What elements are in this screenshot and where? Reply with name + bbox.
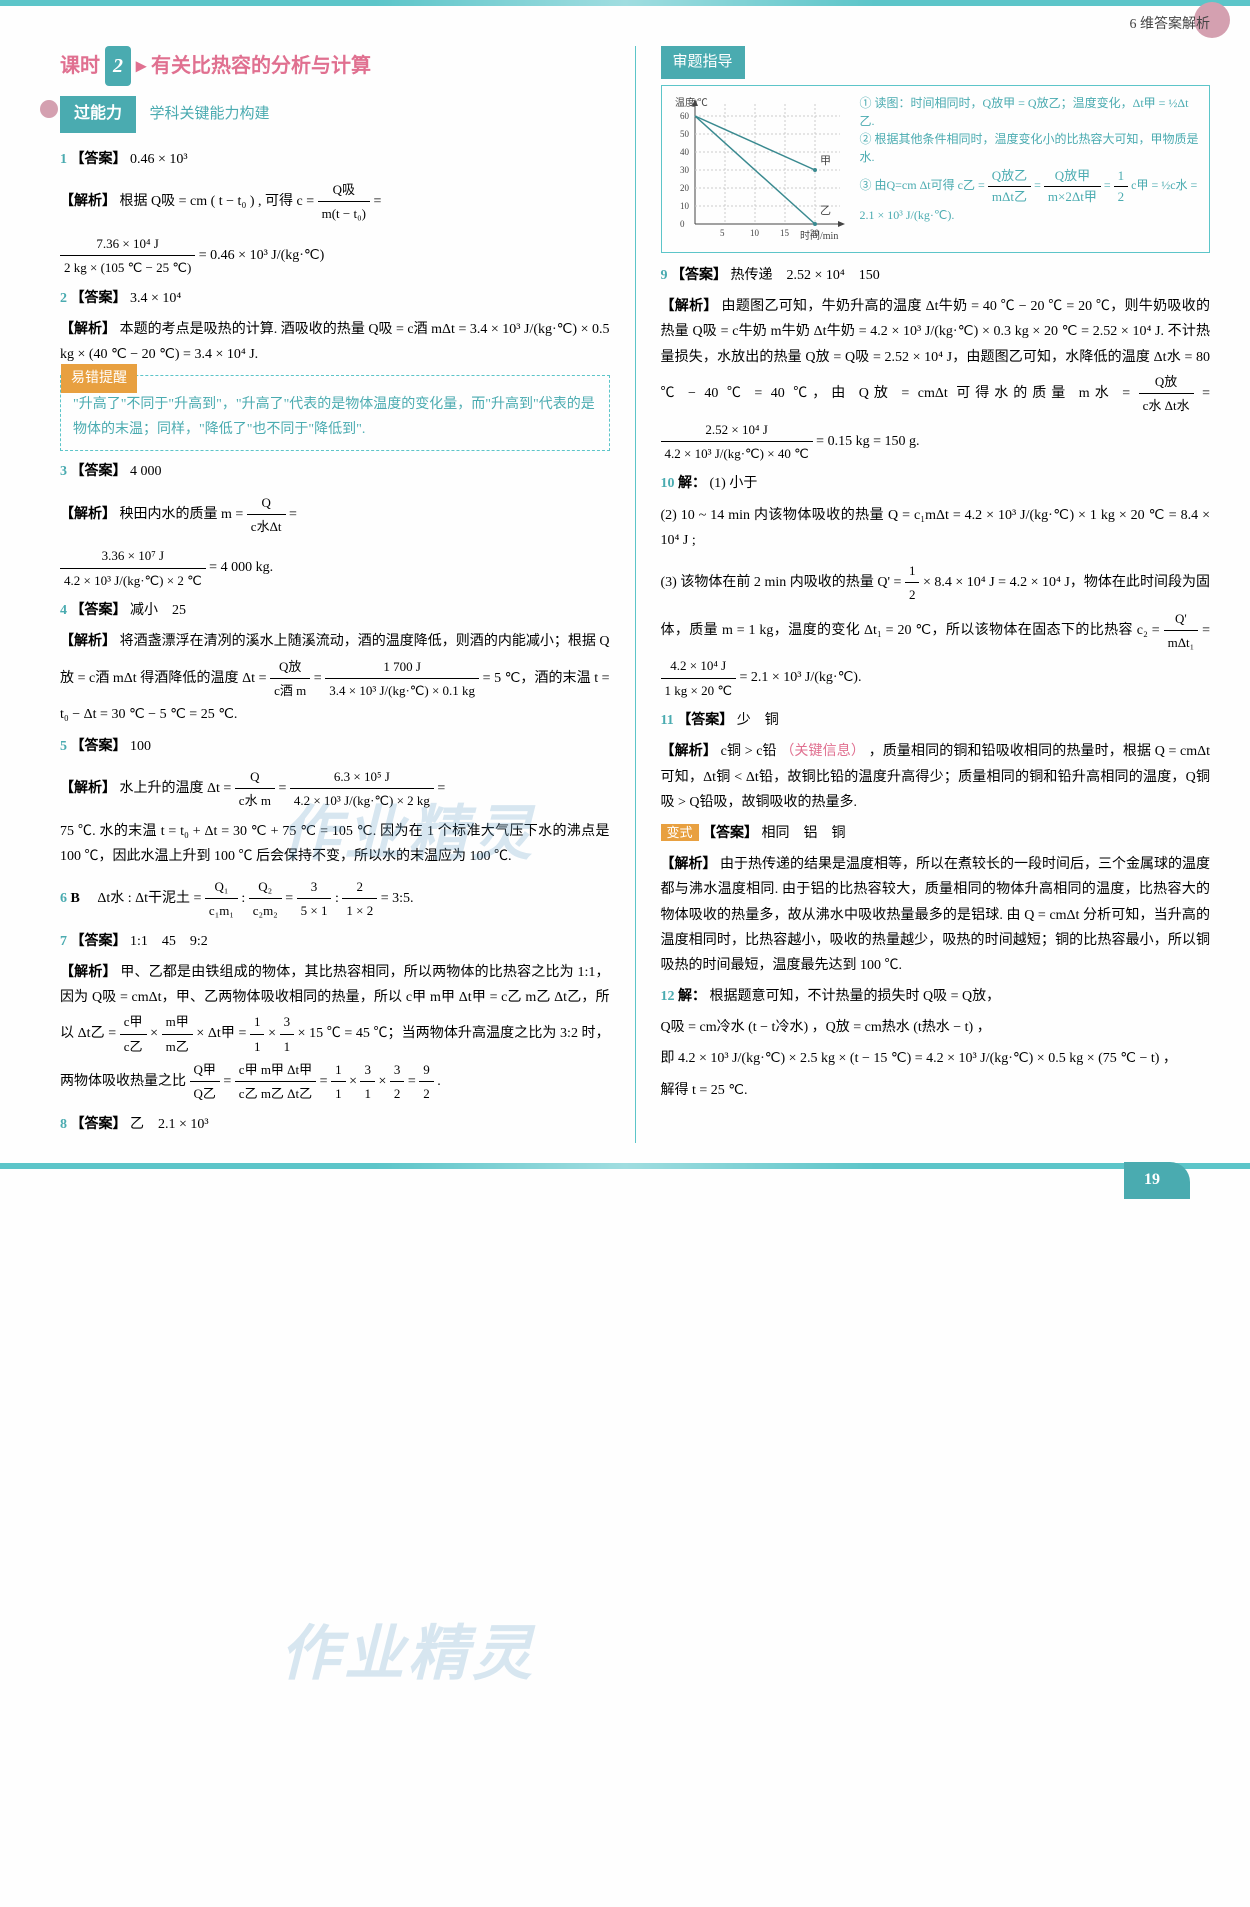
q9-answer: 9 【答案】 热传递 2.52 × 10⁴ 150 <box>661 263 1211 288</box>
warning-text: "升高了"不同于"升高到"，"升高了"代表的是物体温度的变化量，而"升高到"代表… <box>73 392 597 442</box>
cooling-chart: 温度/℃ 时间/min 0 10 20 30 40 50 60 5 10 15 20 <box>670 94 850 244</box>
exam-guide-tag: 审题指导 <box>661 46 745 79</box>
variant-answer: 变式 【答案】 相同 铝 铜 <box>661 821 1211 846</box>
q7-analysis: 【解析】 甲、乙都是由铁组成的物体，其比热容相同，所以两物体的比热容之比为 1:… <box>60 960 610 1106</box>
chart-container: 温度/℃ 时间/min 0 10 20 30 40 50 60 5 10 15 20 <box>661 85 1211 253</box>
warning-box: 易错提醒 "升高了"不同于"升高到"，"升高了"代表的是物体温度的变化量，而"升… <box>60 375 610 451</box>
lesson-title: 课时 2 ▸ 有关比热容的分析与计算 <box>60 46 610 86</box>
q1-analysis: 【解析】 根据 Q吸 = cm ( t − t₀ ) , 可得 c = Q吸m(… <box>60 178 610 226</box>
variant-analysis: 【解析】 由于热传递的结果是温度相等，所以在煮较长的一段时间后，三个金属球的温度… <box>661 852 1211 978</box>
q5-analysisguide: 【解析】 水上升的温度 Δt = Qc水 m = 6.3 × 10⁵ J4.2 … <box>60 765 610 813</box>
svg-text:20: 20 <box>680 183 690 193</box>
header-label: 6 维答案解析 <box>1130 12 1211 37</box>
q6: 6 B Δt水 : Δt干泥土 = Q₁c₁m₁ : Q₂c₂m₂ = 35 ×… <box>60 875 610 923</box>
warning-title: 易错提醒 <box>61 364 137 393</box>
svg-text:5: 5 <box>720 228 725 238</box>
section-sub: 学科关键能力构建 <box>150 106 270 122</box>
section-header: 过能力 学科关键能力构建 <box>60 96 610 141</box>
section-tag: 过能力 <box>60 96 136 133</box>
page-number: 19 <box>1124 1162 1190 1199</box>
q4-answer: 4 【答案】 减小 25 <box>60 598 610 623</box>
svg-text:20: 20 <box>810 228 820 238</box>
q8-answer: 8 【答案】 乙 2.1 × 10³ <box>60 1112 610 1137</box>
svg-text:40: 40 <box>680 147 690 157</box>
svg-text:温度/℃: 温度/℃ <box>675 96 708 109</box>
lesson-num: 2 <box>105 46 131 86</box>
svg-text:30: 30 <box>680 165 690 175</box>
svg-text:50: 50 <box>680 129 690 139</box>
watermark-2: 作业精灵 <box>280 1600 536 1708</box>
q1-answer: 1 【答案】 0.46 × 10³ <box>60 147 610 172</box>
q4-analysis: 【解析】 将酒盏漂浮在清冽的溪水上随溪流动，酒的温度降低，则酒的内能减小；根据 … <box>60 629 610 727</box>
q10: 10 解： (1) 小于 <box>661 471 1211 496</box>
q3-answer: 3 【答案】 4 000 <box>60 459 610 484</box>
q9-analysis: 【解析】 由题图乙可知，牛奶升高的温度 Δt牛奶 = 40 ℃ − 20 ℃ =… <box>661 294 1211 465</box>
variant-tag: 变式 <box>661 824 699 841</box>
q7-answer: 7 【答案】 1:1 45 9:2 <box>60 929 610 954</box>
footer-bar <box>0 1163 1250 1169</box>
q2-analysis: 【解析】 本题的考点是吸热的计算. 酒吸收的热量 Q吸 = c酒 mΔt = 3… <box>60 317 610 367</box>
svg-text:甲: 甲 <box>820 155 831 167</box>
q12: 12 解： 根据题意可知，不计热量的损失时 Q吸 = Q放， <box>661 984 1211 1009</box>
q12-l4: 解得 t = 25 ℃. <box>661 1078 1211 1103</box>
svg-text:乙: 乙 <box>820 204 831 217</box>
q10-p2: (2) 10 ~ 14 min 内该物体吸收的热量 Q = c₁mΔt = 4.… <box>661 503 1211 553</box>
q10-p3: (3) 该物体在前 2 min 内吸收的热量 Q' = 12 × 8.4 × 1… <box>661 559 1211 702</box>
svg-text:60: 60 <box>680 111 690 121</box>
q11-answer: 11 【答案】 少 铜 <box>661 708 1211 733</box>
q2-answer: 2 【答案】 3.4 × 10⁴ <box>60 286 610 311</box>
svg-text:10: 10 <box>750 228 760 238</box>
q3-analysis: 【解析】 秧田内水的质量 m = Qc水Δt = <box>60 491 610 539</box>
column-divider <box>635 46 636 1143</box>
q5-text: 75 ℃. 水的末温 t = t₀ + Δt = 30 ℃ + 75 ℃ = 1… <box>60 819 610 869</box>
q1-calc: 7.36 × 10⁴ J2 kg × (105 ℃ − 25 ℃) = 0.46… <box>60 232 610 280</box>
q12-l3: 即 4.2 × 10³ J/(kg·℃) × 2.5 kg × (t − 15 … <box>661 1046 1211 1071</box>
q11-analysis: 【解析】 c铜 > c铅 （关键信息） ，质量相同的铜和铅吸收相同的热量时，根据… <box>661 739 1211 815</box>
q3-calc: 3.36 × 10⁷ J4.2 × 10³ J/(kg·℃) × 2 ℃ = 4… <box>60 544 610 592</box>
q5-answer: 5 【答案】 100 <box>60 734 610 759</box>
svg-text:0: 0 <box>680 219 685 229</box>
svg-text:10: 10 <box>680 201 690 211</box>
svg-text:时间/min: 时间/min <box>800 229 838 242</box>
q12-l2: Q吸 = cm冷水 (t − t冷水) ，Q放 = cm热水 (t热水 − t)… <box>661 1015 1211 1040</box>
svg-text:15: 15 <box>780 228 790 238</box>
chart-notes: ① 读图：时间相同时，Q放甲 = Q放乙；温度变化，Δt甲 = ½Δt乙. ② … <box>860 94 1202 244</box>
